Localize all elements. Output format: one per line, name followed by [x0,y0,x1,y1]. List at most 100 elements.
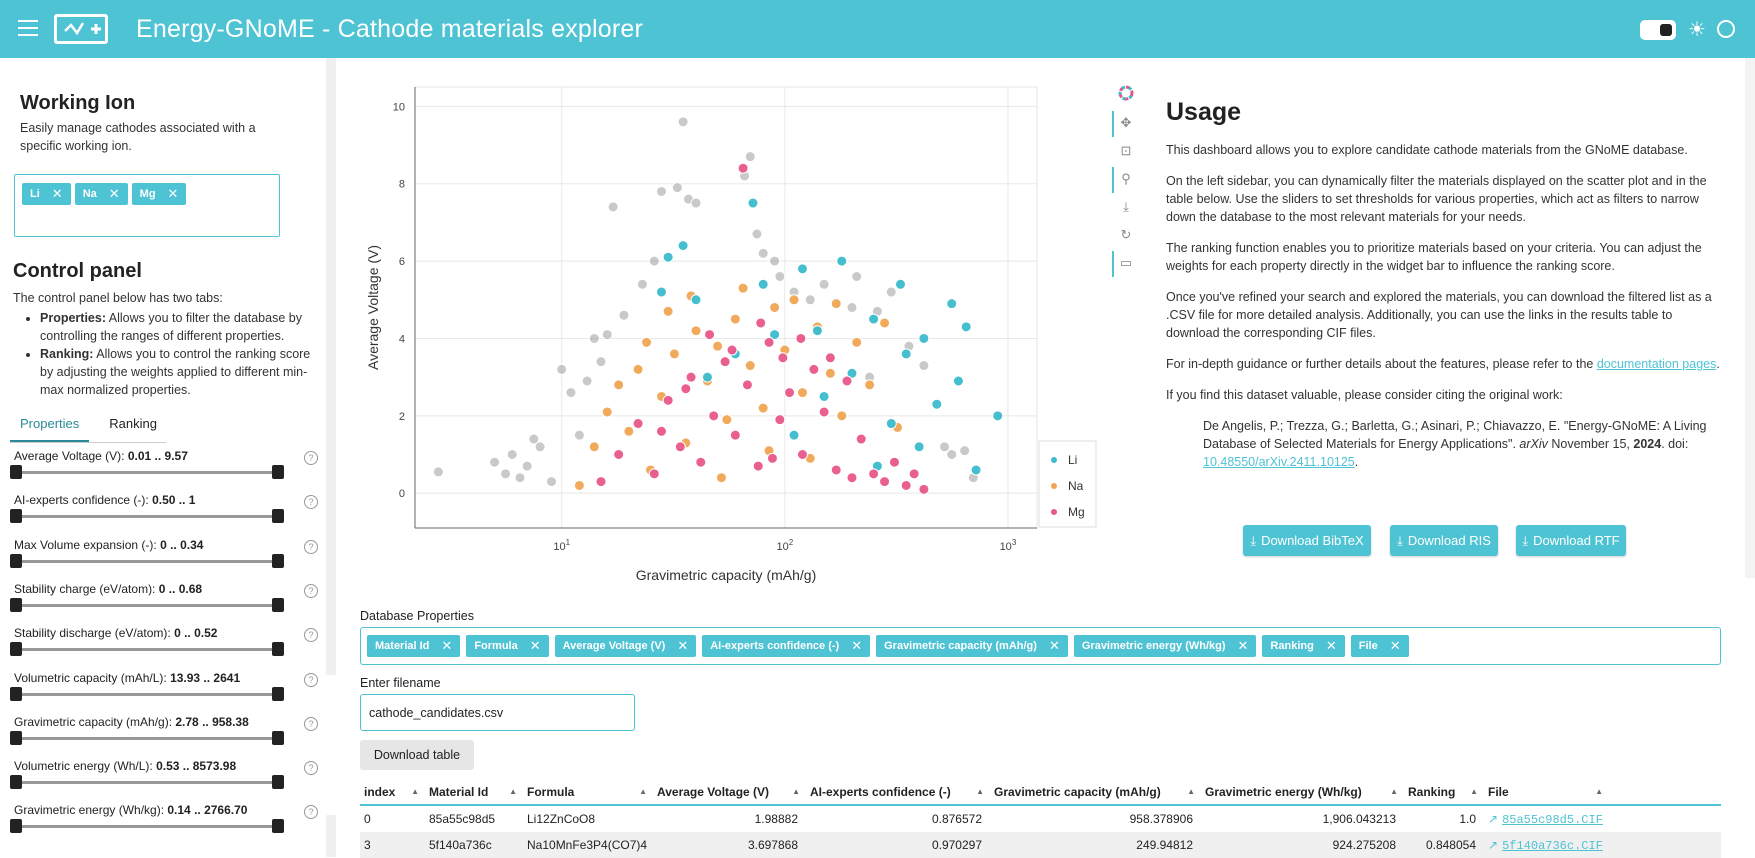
hover-icon[interactable]: ▭ [1119,255,1133,270]
data-point [623,425,635,437]
scatter-plot[interactable]: 0 2 4 6 8 10 101 102 103 Gravimetric capacity (mA… [360,70,1100,590]
database-properties-multiselect[interactable]: Material Id ✕ Formula ✕ Average Voltage (V) ✕… [360,627,1721,665]
help-icon[interactable]: ? [304,628,318,643]
slider-max-handle[interactable] [272,509,284,524]
slider-label: Volumetric capacity (mAh/L): 13.93 .. 26… [14,670,241,685]
y-tick-label: 2 [399,411,405,423]
reset-icon[interactable]: ↻ [1120,227,1132,242]
usage-title: Usage [1166,98,1242,126]
column-header[interactable]: Average Voltage (V) [653,785,806,799]
slider-max-handle[interactable] [272,642,284,657]
pan-icon[interactable]: ✥ [1120,115,1132,130]
table-cell[interactable]: ↗ 5f140a736c.CIF [1484,838,1609,853]
save-icon[interactable]: ⤓ [1123,199,1129,214]
slider-track[interactable] [10,730,284,745]
moon-icon[interactable] [1717,20,1735,38]
help-icon[interactable]: ? [304,716,318,731]
slider-track[interactable] [10,465,284,479]
cif-file-link[interactable]: 5f140a736c.CIF [1502,838,1603,853]
column-header[interactable]: Gravimetric energy (Wh/kg) [1201,785,1404,799]
doi-link[interactable]: 10.48550/arXiv.2411.10125 [1203,455,1355,469]
column-header[interactable]: Gravimetric capacity (mAh/g) [990,785,1201,799]
remove-chip-icon[interactable]: ✕ [167,186,179,201]
working-ion-multiselect[interactable]: Li ✕ Na ✕ Mg ✕ [14,174,280,237]
download-bibtex-button[interactable]: ⤓ Download BibTeX [1243,525,1371,556]
help-icon[interactable]: ? [304,761,318,776]
table-row[interactable]: 3 5f140a736c Na10MnFe3P4(CO7)4 3.697868 0.97… [360,832,1721,858]
sidebar-scrollbar[interactable] [326,58,336,857]
slider-max-handle[interactable] [272,730,284,745]
slider-min-handle[interactable] [10,686,22,701]
slider-min-handle[interactable] [10,730,22,745]
data-point [671,182,683,194]
slider-max-handle[interactable] [272,819,284,834]
remove-chip-icon[interactable]: ✕ [851,638,863,653]
data-point [796,387,808,399]
column-header[interactable]: Ranking [1404,785,1484,799]
slider-max-handle[interactable] [272,775,284,790]
remove-chip-icon[interactable]: ✕ [1389,638,1401,653]
documentation-link[interactable]: documentation pages [1596,357,1717,371]
remove-chip-icon[interactable]: ✕ [1048,638,1060,653]
hamburger-menu-icon[interactable] [18,20,38,36]
theme-toggle[interactable] [1640,20,1676,40]
help-icon[interactable]: ? [304,451,318,465]
slider-value: 0 .. 0.34 [160,537,204,552]
download-rtf-button[interactable]: ⤓ Download RTF [1516,525,1626,556]
slider-max-handle[interactable] [272,465,284,479]
box-zoom-icon[interactable]: ⊡ [1120,143,1132,158]
table-row[interactable]: 0 85a55c98d5 Li12ZnCoO8 1.98882 0.876572 958.… [360,806,1721,832]
column-header[interactable]: AI-experts confidence (-) [806,785,990,799]
remove-chip-icon[interactable]: ✕ [441,638,453,653]
remove-chip-icon[interactable]: ✕ [51,186,63,201]
slider-max-handle[interactable] [272,686,284,701]
sidebar-scrollbar-thumb[interactable] [326,675,336,815]
results-table: indexMaterial IdFormulaAverage Voltage (… [360,779,1721,858]
data-point [737,162,749,174]
column-header[interactable]: Formula [523,785,653,799]
column-header[interactable]: File [1484,785,1609,799]
remove-chip-icon[interactable]: ✕ [108,186,120,201]
help-icon[interactable]: ? [304,805,318,820]
bokeh-logo-icon[interactable] [1118,85,1134,101]
remove-chip-icon[interactable]: ✕ [1237,638,1249,653]
help-icon[interactable]: ? [304,539,318,554]
help-icon[interactable]: ? [304,495,318,510]
column-header[interactable]: Material Id [425,785,523,799]
help-icon[interactable]: ? [304,583,318,598]
slider-min-handle[interactable] [10,775,22,790]
slider-max-handle[interactable] [272,597,284,612]
cif-file-link[interactable]: 85a55c98d5.CIF [1502,812,1603,827]
main-scrollbar[interactable] [1745,58,1755,578]
slider-track[interactable] [10,509,284,524]
filename-input[interactable] [360,694,635,731]
tab-ranking[interactable]: Ranking [109,416,157,431]
slider-min-handle[interactable] [10,553,22,568]
slider-track[interactable] [10,553,284,568]
download-table-button[interactable]: Download table [360,740,474,770]
slider-min-handle[interactable] [10,465,22,479]
remove-chip-icon[interactable]: ✕ [1325,638,1337,653]
download-ris-button[interactable]: ⤓ Download RIS [1390,525,1498,556]
slider-min-handle[interactable] [10,597,22,612]
data-point [757,402,769,414]
slider-track[interactable] [10,642,284,657]
data-point [534,441,546,453]
remove-chip-icon[interactable]: ✕ [529,638,541,653]
slider-track[interactable] [10,819,284,834]
slider-track[interactable] [10,686,284,701]
table-cell[interactable]: ↗ 85a55c98d5.CIF [1484,812,1609,827]
wheel-zoom-icon[interactable]: ⚲ [1121,171,1131,186]
slider-track[interactable] [10,775,284,790]
usage-p3: The ranking function enables you to prio… [1166,241,1702,273]
slider-min-handle[interactable] [10,642,22,657]
tab-properties[interactable]: Properties [10,410,90,442]
slider-min-handle[interactable] [10,509,22,524]
slider-max-handle[interactable] [272,553,284,568]
slider-track[interactable] [10,597,284,612]
help-icon[interactable]: ? [304,672,318,687]
column-header[interactable]: index [360,785,425,799]
sun-icon[interactable]: ☀ [1688,19,1706,41]
remove-chip-icon[interactable]: ✕ [677,638,689,653]
slider-min-handle[interactable] [10,819,22,834]
